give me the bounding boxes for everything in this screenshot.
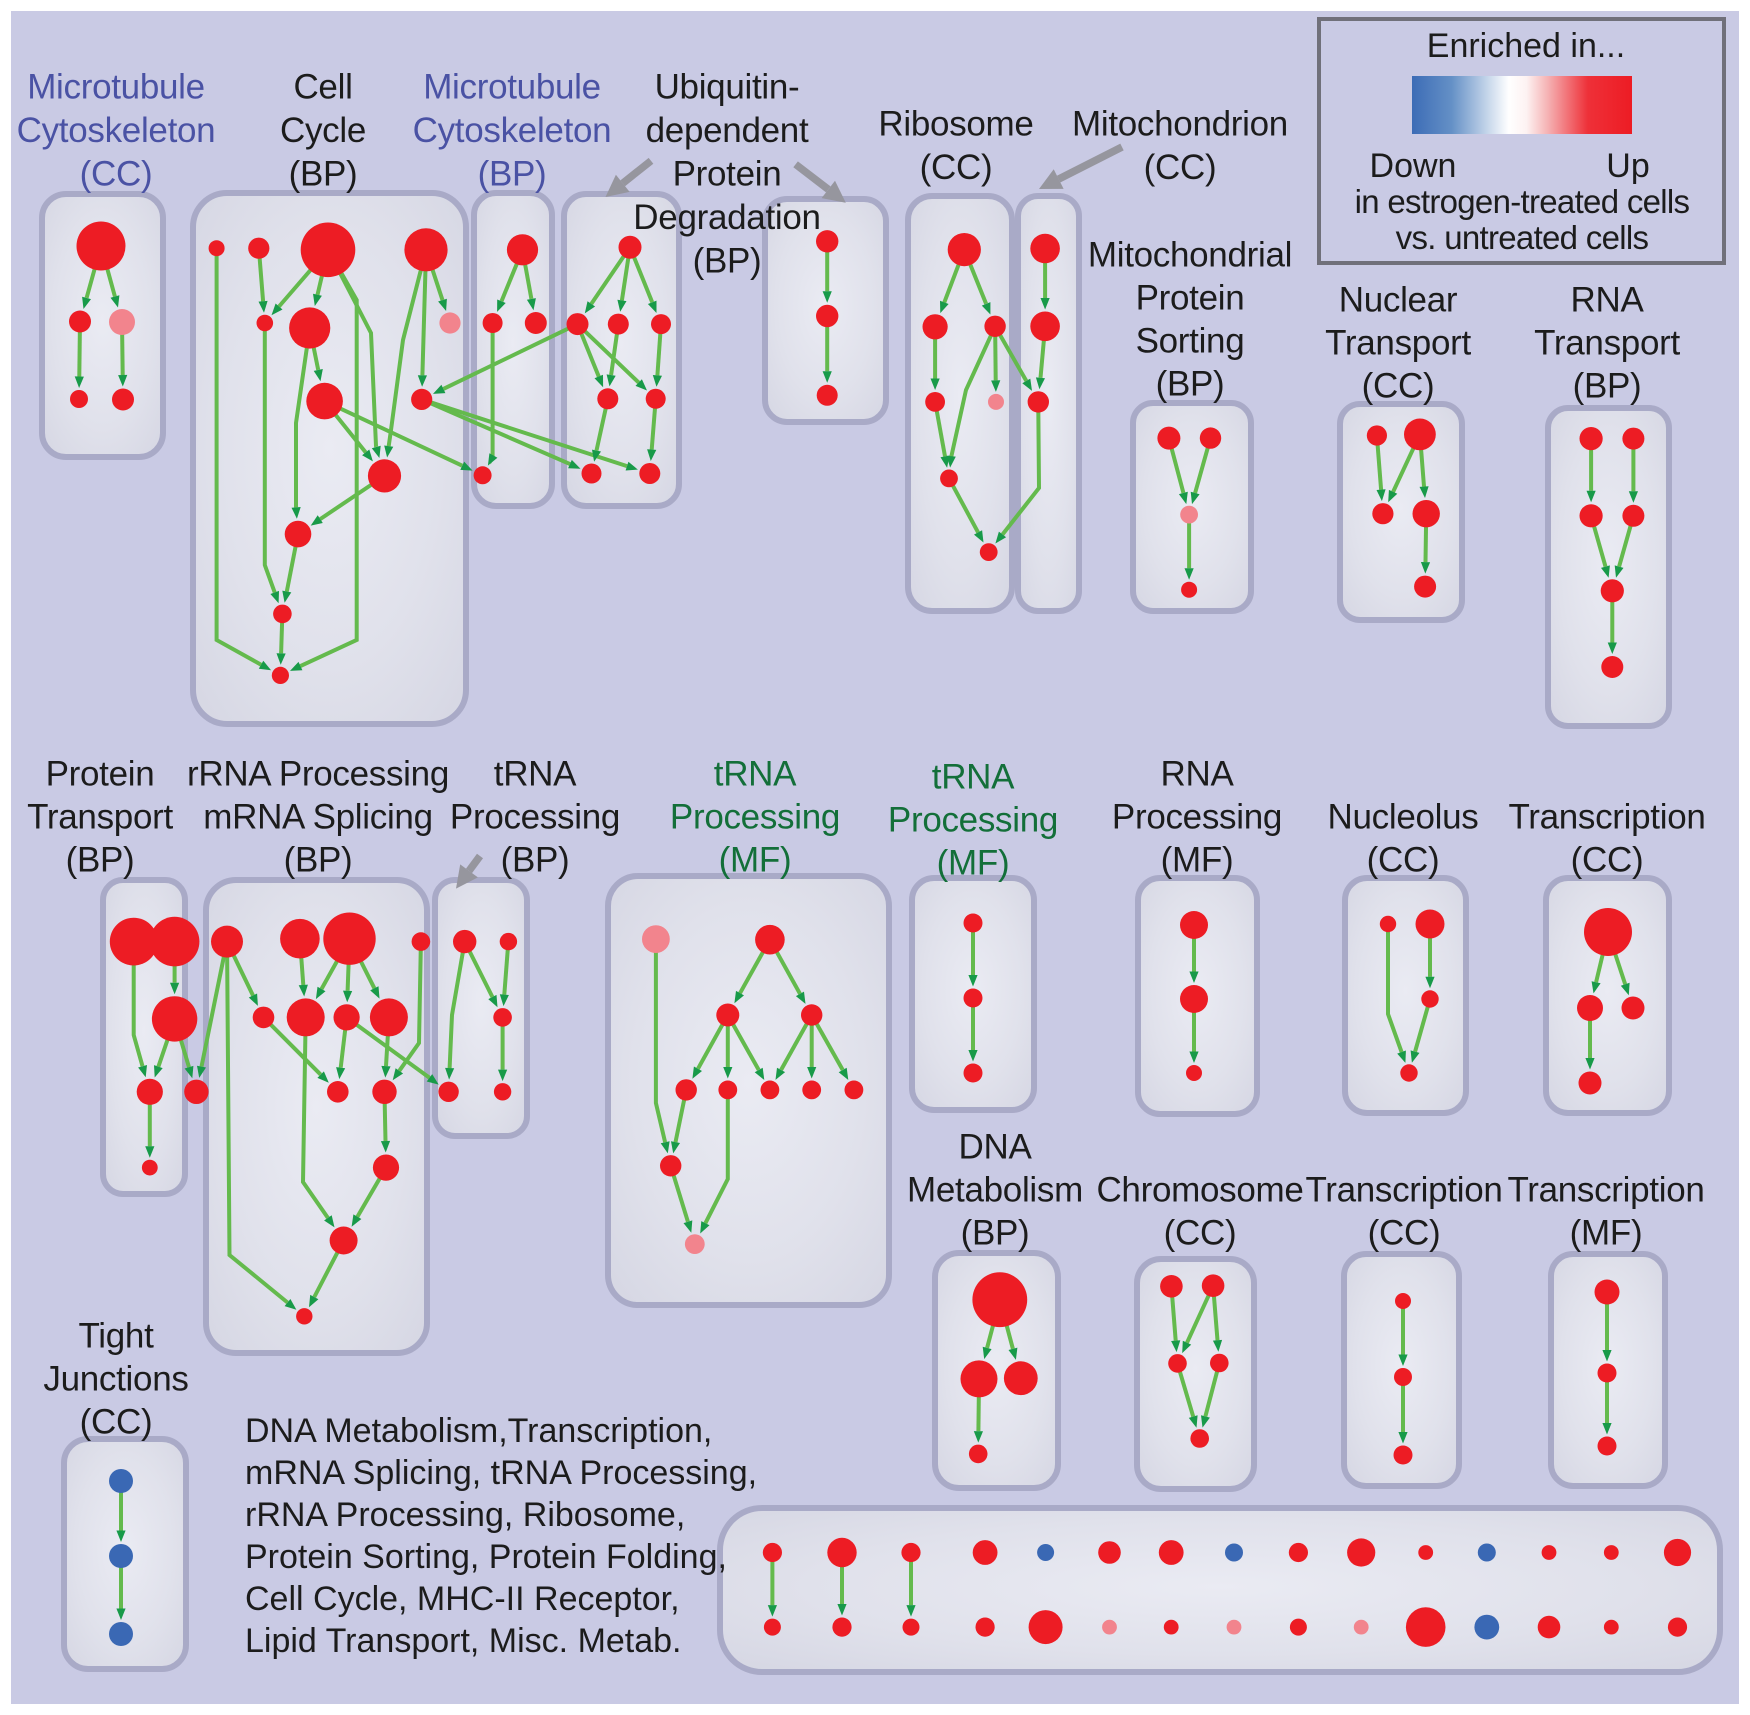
- svg-text:rRNA Processing, Ribosome,: rRNA Processing, Ribosome,: [245, 1496, 685, 1534]
- svg-text:(CC): (CC): [1144, 148, 1217, 187]
- svg-text:Nucleolus: Nucleolus: [1328, 798, 1479, 837]
- svg-text:(BP): (BP): [501, 841, 570, 880]
- svg-text:mRNA Splicing, tRNA Processing: mRNA Splicing, tRNA Processing,: [245, 1454, 757, 1492]
- svg-text:(BP): (BP): [289, 155, 358, 194]
- svg-text:Processing: Processing: [1112, 798, 1282, 837]
- svg-text:vs. untreated cells: vs. untreated cells: [1396, 219, 1649, 256]
- svg-text:mRNA Splicing: mRNA Splicing: [203, 798, 433, 837]
- svg-text:Ubiquitin-: Ubiquitin-: [655, 68, 800, 107]
- svg-text:RNA: RNA: [1161, 755, 1235, 794]
- svg-text:Nuclear: Nuclear: [1339, 281, 1458, 320]
- svg-text:(CC): (CC): [1164, 1214, 1237, 1253]
- svg-text:Cell: Cell: [293, 68, 352, 107]
- svg-text:Protein Sorting, Protein Foldi: Protein Sorting, Protein Folding,: [245, 1538, 727, 1576]
- svg-text:Processing: Processing: [670, 798, 840, 837]
- svg-text:DNA: DNA: [959, 1128, 1033, 1167]
- svg-text:(MF): (MF): [1161, 841, 1234, 880]
- svg-text:(BP): (BP): [1573, 367, 1642, 406]
- svg-text:in estrogen-treated cells: in estrogen-treated cells: [1355, 183, 1690, 220]
- svg-text:(MF): (MF): [937, 844, 1010, 883]
- svg-text:Metabolism: Metabolism: [907, 1171, 1083, 1210]
- svg-text:tRNA: tRNA: [494, 755, 577, 794]
- svg-text:(BP): (BP): [66, 841, 135, 880]
- svg-text:Cytoskeleton: Cytoskeleton: [17, 111, 216, 150]
- svg-text:(BP): (BP): [478, 155, 547, 194]
- svg-text:Chromosome: Chromosome: [1096, 1171, 1303, 1210]
- svg-text:Transcription: Transcription: [1507, 1171, 1704, 1210]
- svg-text:(CC): (CC): [1571, 841, 1644, 880]
- svg-text:Ribosome: Ribosome: [878, 105, 1033, 144]
- svg-text:(CC): (CC): [920, 148, 993, 187]
- svg-text:dependent: dependent: [646, 111, 809, 150]
- svg-text:Tight: Tight: [78, 1317, 154, 1356]
- svg-text:(CC): (CC): [80, 155, 153, 194]
- svg-text:Mitochondrial: Mitochondrial: [1088, 236, 1292, 275]
- svg-text:(BP): (BP): [961, 1214, 1030, 1253]
- svg-text:Transcription: Transcription: [1508, 798, 1705, 837]
- svg-text:Lipid Transport, Misc. Metab.: Lipid Transport, Misc. Metab.: [245, 1622, 682, 1660]
- svg-text:Transport: Transport: [1534, 324, 1680, 363]
- svg-text:Cytoskeleton: Cytoskeleton: [413, 111, 612, 150]
- svg-text:(MF): (MF): [1570, 1214, 1643, 1253]
- svg-text:(BP): (BP): [1156, 365, 1225, 404]
- svg-text:Cycle: Cycle: [280, 111, 366, 150]
- svg-text:(CC): (CC): [80, 1403, 153, 1442]
- svg-text:(MF): (MF): [719, 841, 792, 880]
- svg-text:Protein: Protein: [46, 755, 155, 794]
- svg-text:(BP): (BP): [693, 242, 762, 281]
- svg-text:RNA: RNA: [1571, 281, 1645, 320]
- svg-text:tRNA: tRNA: [932, 758, 1015, 797]
- svg-text:Transport: Transport: [1325, 324, 1471, 363]
- svg-text:Protein: Protein: [1136, 279, 1245, 318]
- svg-text:rRNA Processing: rRNA Processing: [187, 755, 449, 794]
- svg-text:Sorting: Sorting: [1136, 322, 1245, 361]
- svg-text:tRNA: tRNA: [714, 755, 797, 794]
- svg-text:Up: Up: [1606, 147, 1649, 185]
- svg-text:Transport: Transport: [27, 798, 173, 837]
- svg-text:(CC): (CC): [1367, 841, 1440, 880]
- svg-text:(CC): (CC): [1368, 1214, 1441, 1253]
- svg-text:Degradation: Degradation: [633, 198, 820, 237]
- svg-text:(BP): (BP): [284, 841, 353, 880]
- svg-text:(CC): (CC): [1362, 367, 1435, 406]
- svg-text:Microtubule: Microtubule: [423, 68, 601, 107]
- svg-text:Microtubule: Microtubule: [27, 68, 205, 107]
- svg-text:Processing: Processing: [450, 798, 620, 837]
- svg-text:Down: Down: [1370, 147, 1457, 185]
- svg-text:Mitochondrion: Mitochondrion: [1072, 105, 1288, 144]
- svg-text:DNA Metabolism,Transcription,: DNA Metabolism,Transcription,: [245, 1412, 712, 1450]
- svg-text:Junctions: Junctions: [43, 1360, 188, 1399]
- svg-text:Transcription: Transcription: [1305, 1171, 1502, 1210]
- svg-text:Processing: Processing: [888, 801, 1058, 840]
- svg-text:Enriched in...: Enriched in...: [1427, 27, 1625, 65]
- svg-text:Cell Cycle, MHC-II Receptor,: Cell Cycle, MHC-II Receptor,: [245, 1580, 680, 1618]
- svg-text:Protein: Protein: [673, 155, 782, 194]
